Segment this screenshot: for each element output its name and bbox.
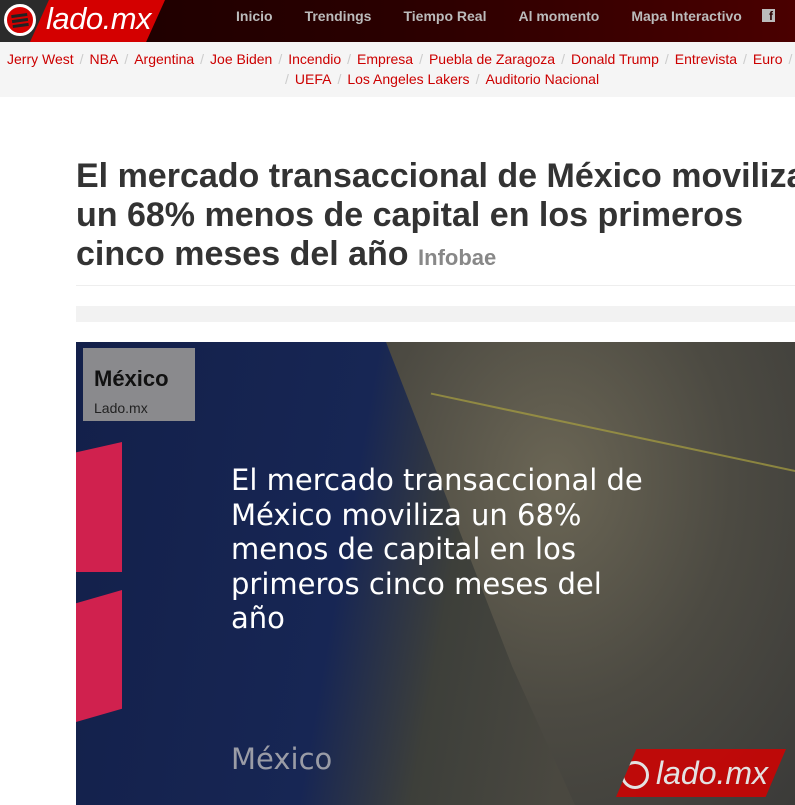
site-header: lado.mx Inicio Trendings Tiempo Real Al … (0, 0, 795, 42)
tag-link[interactable]: Euro (752, 51, 783, 67)
tag-link[interactable]: Argentina (134, 51, 195, 67)
tag-separator: / (788, 51, 793, 67)
tags-line-2: / UEFA / Los Angeles Lakers / Auditorio Nacio… (279, 71, 599, 87)
article-source[interactable]: Infobae (418, 245, 497, 270)
decor-stripe (76, 442, 122, 572)
logo-icon (4, 4, 36, 36)
ad-placeholder (76, 306, 795, 322)
image-label-box: México Lado.mx (83, 348, 195, 421)
image-headline: El mercado transaccional de México movil… (231, 463, 643, 635)
article-title-text: El mercado transaccional de México movil… (76, 157, 795, 273)
image-location: México (231, 742, 333, 776)
tag-separator: / (664, 51, 669, 67)
tag-separator: / (347, 51, 352, 67)
tags-line-1: Jerry West / NBA / Argentina / Joe Biden / Incen… (7, 51, 795, 67)
site-logo[interactable]: lado.mx (0, 0, 165, 42)
tag-separator: / (743, 51, 747, 67)
image-box-subtitle: Lado.mx (94, 400, 148, 416)
image-box-title: México (94, 366, 169, 391)
tag-separator: / (419, 51, 423, 67)
tag-separator: / (285, 71, 289, 87)
tag-link[interactable]: Jerry West (7, 51, 74, 67)
tag-separator: / (475, 71, 480, 87)
tag-link[interactable]: Entrevista (674, 51, 738, 67)
tag-link[interactable]: Puebla de Zaragoza (428, 51, 556, 67)
decor-stripe (76, 590, 122, 722)
tag-link[interactable]: Empresa (357, 51, 414, 67)
tag-separator: / (278, 51, 283, 67)
tag-separator: / (79, 51, 84, 67)
logo-red-block (30, 0, 165, 42)
tag-link[interactable]: UEFA (294, 71, 332, 87)
nav-mapa-interactivo[interactable]: Mapa Interactivo (631, 8, 742, 24)
tag-separator: / (200, 51, 205, 67)
tag-separator: / (124, 51, 129, 67)
tag-separator: / (561, 51, 565, 67)
logo-text: lado.mx (46, 1, 152, 36)
nav-al-momento[interactable]: Al momento (518, 8, 600, 24)
facebook-icon[interactable]: f (762, 9, 775, 23)
tag-link[interactable]: Joe Biden (210, 51, 273, 67)
tag-link[interactable]: Los Angeles Lakers (347, 71, 470, 87)
nav-trendings[interactable]: Trendings (304, 8, 372, 24)
watermark-text: lado.mx (656, 755, 769, 791)
nav-tiempo-real[interactable]: Tiempo Real (403, 8, 487, 24)
tag-separator: / (337, 71, 342, 87)
watermark-logo: lado.mx (616, 749, 786, 797)
article-title: El mercado transaccional de México movil… (76, 157, 795, 277)
tag-link[interactable]: Donald Trump (570, 51, 659, 67)
main-nav: Inicio Trendings Tiempo Real Al momento … (220, 8, 758, 24)
trending-tags: Jerry West / NBA / Argentina / Joe Biden / Incen… (0, 42, 795, 97)
tag-link[interactable]: Auditorio Nacional (485, 71, 600, 87)
divider (76, 285, 795, 286)
tag-link[interactable]: Incendio (288, 51, 342, 67)
article-image: México Lado.mx El mercado transaccional … (76, 342, 795, 805)
tag-link[interactable]: NBA (89, 51, 119, 67)
nav-inicio[interactable]: Inicio (236, 8, 273, 24)
